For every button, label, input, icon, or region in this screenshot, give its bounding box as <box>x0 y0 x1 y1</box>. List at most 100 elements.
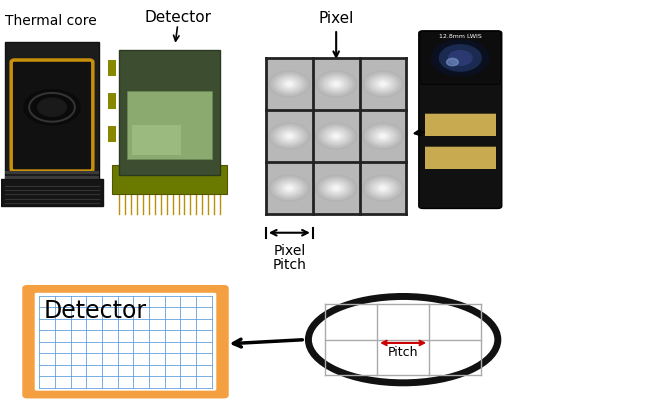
Bar <box>266 111 313 163</box>
Circle shape <box>380 187 386 190</box>
Circle shape <box>316 176 357 202</box>
Circle shape <box>373 78 394 91</box>
Circle shape <box>287 187 292 190</box>
Text: Thermal core: Thermal core <box>5 14 96 28</box>
Bar <box>313 59 359 111</box>
Bar <box>108 126 115 143</box>
Circle shape <box>323 129 349 145</box>
FancyBboxPatch shape <box>11 61 93 172</box>
Circle shape <box>370 77 396 93</box>
FancyBboxPatch shape <box>419 32 502 209</box>
Circle shape <box>276 129 302 145</box>
Bar <box>266 59 406 215</box>
Bar <box>1 180 102 206</box>
Text: Pitch: Pitch <box>388 346 419 358</box>
Circle shape <box>373 182 394 195</box>
Bar <box>424 114 496 137</box>
Bar <box>5 172 99 175</box>
Circle shape <box>365 178 401 200</box>
Circle shape <box>375 132 391 142</box>
Bar <box>424 147 496 170</box>
Circle shape <box>269 72 310 98</box>
Bar <box>266 59 313 111</box>
Circle shape <box>375 184 391 194</box>
Circle shape <box>274 75 305 95</box>
FancyBboxPatch shape <box>35 293 216 391</box>
Circle shape <box>279 78 300 91</box>
Circle shape <box>331 81 341 88</box>
Circle shape <box>334 135 338 138</box>
Bar <box>108 94 115 110</box>
Circle shape <box>272 74 308 96</box>
Circle shape <box>279 130 300 143</box>
Circle shape <box>440 46 482 72</box>
Circle shape <box>287 135 292 138</box>
FancyBboxPatch shape <box>420 33 501 85</box>
Circle shape <box>362 72 403 98</box>
Circle shape <box>272 178 308 200</box>
FancyBboxPatch shape <box>22 285 229 399</box>
Circle shape <box>323 180 349 197</box>
Circle shape <box>367 75 398 95</box>
Circle shape <box>329 80 344 90</box>
Text: 12.8mm LWIS: 12.8mm LWIS <box>439 34 482 39</box>
Circle shape <box>326 78 346 91</box>
Circle shape <box>276 77 302 93</box>
Circle shape <box>375 80 391 90</box>
Circle shape <box>365 74 401 96</box>
Circle shape <box>334 83 338 86</box>
Circle shape <box>367 127 398 147</box>
Circle shape <box>281 132 297 142</box>
Circle shape <box>321 179 352 198</box>
Circle shape <box>365 126 401 148</box>
Circle shape <box>326 130 346 143</box>
Circle shape <box>284 81 295 88</box>
Circle shape <box>318 178 354 200</box>
Circle shape <box>276 180 302 197</box>
Bar <box>112 166 227 194</box>
Bar <box>359 111 406 163</box>
Bar <box>359 59 406 111</box>
Circle shape <box>447 59 459 66</box>
Circle shape <box>269 176 310 202</box>
Circle shape <box>37 99 66 117</box>
Circle shape <box>326 182 346 195</box>
Bar <box>313 111 359 163</box>
Circle shape <box>316 124 357 150</box>
Circle shape <box>318 74 354 96</box>
FancyBboxPatch shape <box>119 51 220 176</box>
Circle shape <box>334 187 338 190</box>
Circle shape <box>449 52 472 66</box>
Circle shape <box>279 182 300 195</box>
Circle shape <box>287 83 292 86</box>
Circle shape <box>362 124 403 150</box>
Circle shape <box>331 185 341 192</box>
Circle shape <box>362 176 403 202</box>
Circle shape <box>269 124 310 150</box>
Circle shape <box>281 80 297 90</box>
FancyBboxPatch shape <box>132 126 180 155</box>
Ellipse shape <box>308 297 498 383</box>
Bar <box>266 163 313 215</box>
Circle shape <box>316 72 357 98</box>
Circle shape <box>321 127 352 147</box>
Text: Detector: Detector <box>144 10 211 25</box>
Text: Pixel: Pixel <box>318 11 354 26</box>
Text: Pitch: Pitch <box>272 257 306 271</box>
Circle shape <box>272 126 308 148</box>
Text: Detector: Detector <box>43 298 146 322</box>
Circle shape <box>284 133 295 140</box>
Bar <box>359 163 406 215</box>
Text: Pixel: Pixel <box>274 243 306 257</box>
Circle shape <box>284 185 295 192</box>
Circle shape <box>281 184 297 194</box>
Circle shape <box>323 77 349 93</box>
Circle shape <box>378 185 388 192</box>
Circle shape <box>24 90 80 126</box>
Polygon shape <box>5 43 99 186</box>
Circle shape <box>370 180 396 197</box>
Circle shape <box>318 126 354 148</box>
Circle shape <box>432 41 489 77</box>
Circle shape <box>274 179 305 198</box>
Circle shape <box>321 75 352 95</box>
